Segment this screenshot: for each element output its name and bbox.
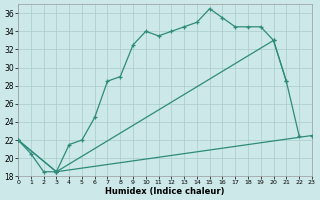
X-axis label: Humidex (Indice chaleur): Humidex (Indice chaleur) — [105, 187, 225, 196]
